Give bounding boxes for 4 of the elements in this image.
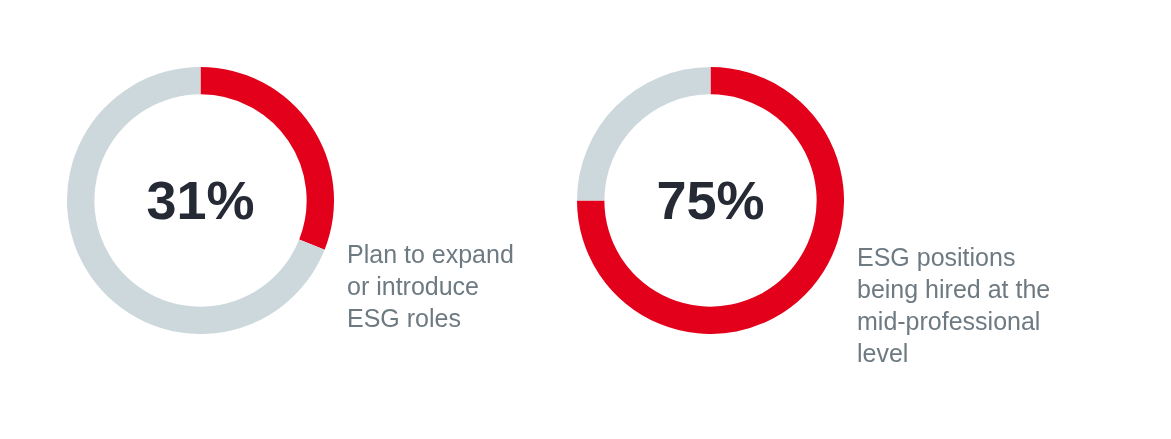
slice-label: Plan to expand or introduce ESG roles	[347, 239, 515, 334]
data-label: 31%	[146, 169, 255, 230]
slice-label: ESG positions being hired at the mid-professional level	[857, 242, 1052, 369]
data-label: 75%	[656, 169, 765, 230]
